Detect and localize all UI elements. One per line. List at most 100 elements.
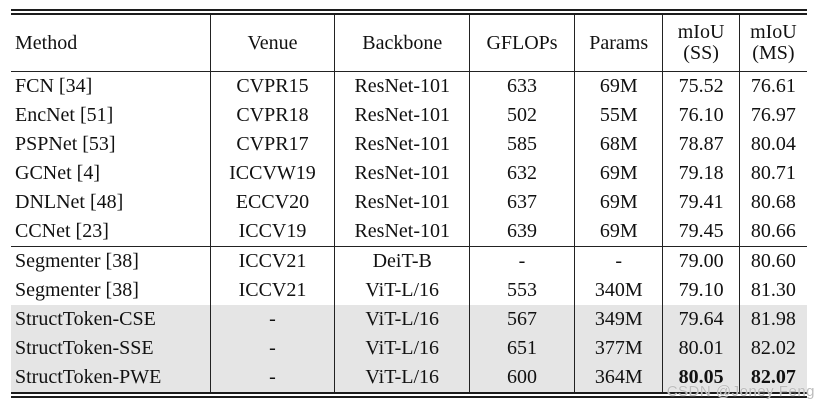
cell-miou-ms: 80.66: [738, 217, 807, 247]
cell-gflops: 633: [468, 71, 575, 101]
cell-venue: -: [209, 305, 335, 334]
cell-miou-ss: 79.64: [662, 305, 740, 334]
table-row: StructToken-CSE - ViT-L/16 567 349M 79.64 81.9…: [11, 305, 807, 334]
cell-params: -: [574, 246, 663, 276]
cell-gflops: 637: [468, 188, 575, 217]
cell-miou-ss: 75.52: [662, 71, 740, 101]
cell-backbone: ViT-L/16: [334, 305, 470, 334]
results-table: Method Venue Backbone GFLOPs Params mIoU (SS)…: [11, 9, 807, 398]
cell-method: DNLNet [48]: [15, 191, 124, 213]
column-header-gflops: GFLOPs: [468, 12, 575, 72]
cell-method: EncNet [51]: [15, 104, 114, 126]
cell-miou-ms: 80.71: [738, 159, 807, 188]
cell-miou-ss: 76.10: [662, 101, 740, 130]
cell-params: 364M: [574, 363, 663, 395]
cell-gflops: 585: [468, 130, 575, 159]
cell-backbone: DeiT-B: [334, 246, 470, 276]
column-header-backbone: Backbone: [334, 12, 470, 72]
cell-gflops: 651: [468, 334, 575, 363]
cell-miou-ms: 76.61: [738, 71, 807, 101]
cell-gflops: 639: [468, 217, 575, 247]
table-body: FCN [34] CVPR15 ResNet-101 633 69M 75.52 76.61…: [11, 71, 807, 395]
cell-miou-ms: 80.68: [738, 188, 807, 217]
cell-miou-ss: 79.10: [662, 276, 740, 305]
cell-venue: -: [209, 363, 335, 395]
cell-backbone: ResNet-101: [334, 101, 470, 130]
table-row: DNLNet [48] ECCV20 ResNet-101 637 69M 79.41 80…: [11, 188, 807, 217]
cell-miou-ss: 78.87: [662, 130, 740, 159]
table-row: StructToken-SSE - ViT-L/16 651 377M 80.01 82.0…: [11, 334, 807, 363]
cell-params: 349M: [574, 305, 663, 334]
cell-params: 68M: [574, 130, 663, 159]
cell-params: 69M: [574, 71, 663, 101]
cell-backbone: ResNet-101: [334, 130, 470, 159]
cell-venue: ICCVW19: [209, 159, 335, 188]
cell-venue: -: [209, 334, 335, 363]
cell-backbone: ViT-L/16: [334, 363, 470, 395]
cell-miou-ss: 79.18: [662, 159, 740, 188]
cell-miou-ss: 80.01: [662, 334, 740, 363]
table-row: FCN [34] CVPR15 ResNet-101 633 69M 75.52 76.61: [11, 71, 807, 101]
cell-venue: ICCV19: [209, 217, 335, 247]
cell-gflops: 632: [468, 159, 575, 188]
cell-miou-ms: 82.07: [738, 363, 807, 395]
cell-miou-ss: 79.00: [662, 246, 740, 276]
cell-gflops: 553: [468, 276, 575, 305]
cell-params: 69M: [574, 217, 663, 247]
cell-backbone: ResNet-101: [334, 159, 470, 188]
cell-backbone: ViT-L/16: [334, 334, 470, 363]
cell-gflops: -: [468, 246, 575, 276]
cell-method: PSPNet [53]: [15, 133, 116, 155]
cell-method: StructToken-SSE: [11, 334, 210, 363]
cell-gflops: 600: [468, 363, 575, 395]
cell-venue: CVPR17: [209, 130, 335, 159]
cell-method: StructToken-CSE: [11, 305, 210, 334]
cell-method: Segmenter [38]: [15, 279, 139, 301]
table-row: GCNet [4] ICCVW19 ResNet-101 632 69M 79.18 80.…: [11, 159, 807, 188]
cell-venue: ECCV20: [209, 188, 335, 217]
cell-params: 340M: [574, 276, 663, 305]
cell-miou-ss: 80.05: [662, 363, 740, 395]
column-header-venue: Venue: [209, 12, 335, 72]
cell-venue: CVPR18: [209, 101, 335, 130]
cell-miou-ss: 79.45: [662, 217, 740, 247]
cell-method: Segmenter [38]: [15, 250, 139, 272]
cell-method: CCNet [23]: [11, 217, 210, 247]
column-header-miou-ms: mIoU (MS): [738, 12, 807, 72]
table-header-row: Method Venue Backbone GFLOPs Params mIoU (SS)…: [11, 12, 807, 72]
table-row: EncNet [51] CVPR18 ResNet-101 502 55M 76.10 76…: [11, 101, 807, 130]
table-row: PSPNet [53] CVPR17 ResNet-101 585 68M 78.87 80…: [11, 130, 807, 159]
table-header: Method Venue Backbone GFLOPs Params mIoU (SS)…: [11, 12, 807, 72]
cell-backbone: ViT-L/16: [334, 276, 470, 305]
table-row: StructToken-PWE - ViT-L/16 600 364M 80.05 82.0…: [11, 363, 807, 395]
cell-params: 69M: [574, 188, 663, 217]
cell-method: FCN [34]: [15, 75, 93, 97]
cell-miou-ms: 76.97: [738, 101, 807, 130]
cell-gflops: 502: [468, 101, 575, 130]
cell-miou-ss: 79.41: [662, 188, 740, 217]
cell-backbone: ResNet-101: [334, 217, 470, 247]
column-header-miou-ss: mIoU (SS): [662, 12, 740, 72]
cell-venue: CVPR15: [209, 71, 335, 101]
cell-miou-ms: 81.30: [738, 276, 807, 305]
cell-params: 69M: [574, 159, 663, 188]
column-header-method: Method: [11, 12, 210, 72]
cell-miou-ms: 82.02: [738, 334, 807, 363]
cell-backbone: ResNet-101: [334, 188, 470, 217]
cell-miou-ms: 80.04: [738, 130, 807, 159]
cell-method: StructToken-PWE: [11, 363, 210, 395]
cell-gflops: 567: [468, 305, 575, 334]
table-row: CCNet [23] ICCV19 ResNet-101 639 69M 79.45 80.…: [11, 217, 807, 247]
column-header-params: Params: [574, 12, 663, 72]
cell-miou-ms: 81.98: [738, 305, 807, 334]
table-row: Segmenter [38] ICCV21 ViT-L/16 553 340M 79.10…: [11, 276, 807, 305]
table-row: Segmenter [38] ICCV21 DeiT-B - -79.00 80.60: [11, 246, 807, 276]
cell-venue: ICCV21: [209, 276, 335, 305]
cell-miou-ms: 80.60: [738, 246, 807, 276]
cell-params: 377M: [574, 334, 663, 363]
cell-method: GCNet [4]: [15, 162, 100, 184]
cell-venue: ICCV21: [209, 246, 335, 276]
cell-params: 55M: [574, 101, 663, 130]
cell-backbone: ResNet-101: [334, 71, 470, 101]
